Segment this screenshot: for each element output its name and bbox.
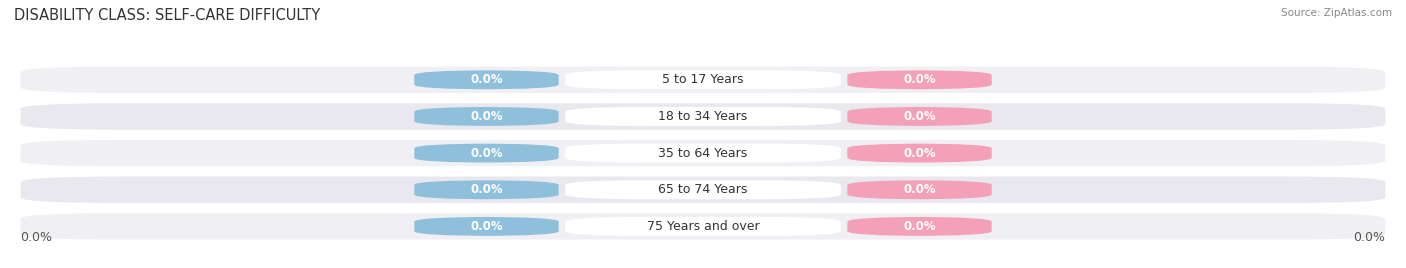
FancyBboxPatch shape <box>415 144 558 163</box>
FancyBboxPatch shape <box>21 177 1385 203</box>
FancyBboxPatch shape <box>565 107 841 126</box>
FancyBboxPatch shape <box>565 144 841 163</box>
Text: 0.0%: 0.0% <box>21 231 52 244</box>
FancyBboxPatch shape <box>848 217 991 236</box>
Text: 0.0%: 0.0% <box>470 73 503 86</box>
Text: 0.0%: 0.0% <box>470 183 503 196</box>
Text: 0.0%: 0.0% <box>903 110 936 123</box>
Text: 65 to 74 Years: 65 to 74 Years <box>658 183 748 196</box>
Text: 18 to 34 Years: 18 to 34 Years <box>658 110 748 123</box>
Text: 0.0%: 0.0% <box>470 220 503 233</box>
Text: 0.0%: 0.0% <box>903 220 936 233</box>
Text: DISABILITY CLASS: SELF-CARE DIFFICULTY: DISABILITY CLASS: SELF-CARE DIFFICULTY <box>14 8 321 23</box>
FancyBboxPatch shape <box>848 144 991 163</box>
FancyBboxPatch shape <box>415 217 558 236</box>
FancyBboxPatch shape <box>565 70 841 89</box>
FancyBboxPatch shape <box>21 213 1385 240</box>
Text: 75 Years and over: 75 Years and over <box>647 220 759 233</box>
Text: 0.0%: 0.0% <box>903 73 936 86</box>
FancyBboxPatch shape <box>848 107 991 126</box>
FancyBboxPatch shape <box>565 217 841 236</box>
FancyBboxPatch shape <box>565 180 841 199</box>
Text: 0.0%: 0.0% <box>1354 231 1385 244</box>
Text: 0.0%: 0.0% <box>470 147 503 160</box>
Text: 0.0%: 0.0% <box>470 110 503 123</box>
Text: 0.0%: 0.0% <box>903 147 936 160</box>
FancyBboxPatch shape <box>415 107 558 126</box>
FancyBboxPatch shape <box>21 103 1385 130</box>
Text: 5 to 17 Years: 5 to 17 Years <box>662 73 744 86</box>
Text: Source: ZipAtlas.com: Source: ZipAtlas.com <box>1281 8 1392 18</box>
FancyBboxPatch shape <box>415 70 558 89</box>
Text: 0.0%: 0.0% <box>903 183 936 196</box>
FancyBboxPatch shape <box>21 140 1385 166</box>
FancyBboxPatch shape <box>415 180 558 199</box>
FancyBboxPatch shape <box>848 180 991 199</box>
Text: 35 to 64 Years: 35 to 64 Years <box>658 147 748 160</box>
FancyBboxPatch shape <box>21 67 1385 93</box>
FancyBboxPatch shape <box>848 70 991 89</box>
